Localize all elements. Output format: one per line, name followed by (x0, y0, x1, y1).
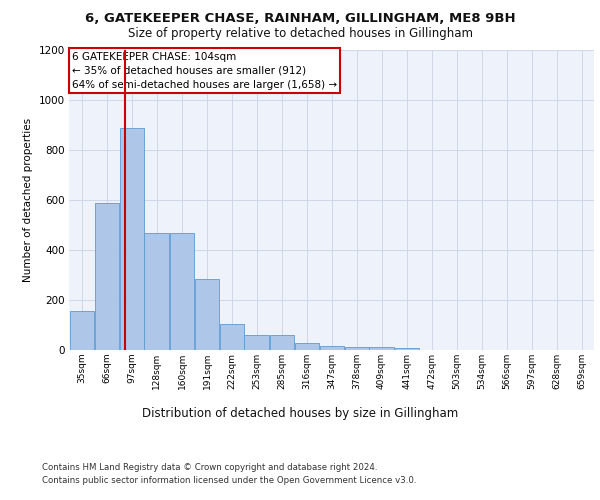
Text: Contains public sector information licensed under the Open Government Licence v3: Contains public sector information licen… (42, 476, 416, 485)
Bar (270, 335, 295, 350)
Bar (145, 232, 169, 350)
Text: Contains HM Land Registry data © Crown copyright and database right 2024.: Contains HM Land Registry data © Crown c… (42, 464, 377, 472)
Bar (295, 343, 319, 350)
Bar (244, 335, 269, 350)
Y-axis label: Number of detached properties: Number of detached properties (23, 118, 33, 282)
Bar (395, 348, 419, 350)
Text: Distribution of detached houses by size in Gillingham: Distribution of detached houses by size … (142, 408, 458, 420)
Text: Size of property relative to detached houses in Gillingham: Size of property relative to detached ho… (128, 28, 473, 40)
Bar (220, 324, 244, 350)
Text: 6, GATEKEEPER CHASE, RAINHAM, GILLINGHAM, ME8 9BH: 6, GATEKEEPER CHASE, RAINHAM, GILLINGHAM… (85, 12, 515, 26)
Bar (170, 232, 194, 350)
Text: 6 GATEKEEPER CHASE: 104sqm
← 35% of detached houses are smaller (912)
64% of sem: 6 GATEKEEPER CHASE: 104sqm ← 35% of deta… (71, 52, 337, 90)
Bar (70, 311, 94, 350)
Bar (119, 128, 144, 350)
Bar (95, 202, 119, 350)
Bar (320, 346, 344, 350)
Bar (370, 347, 394, 350)
Bar (195, 279, 219, 350)
Bar (344, 347, 369, 350)
